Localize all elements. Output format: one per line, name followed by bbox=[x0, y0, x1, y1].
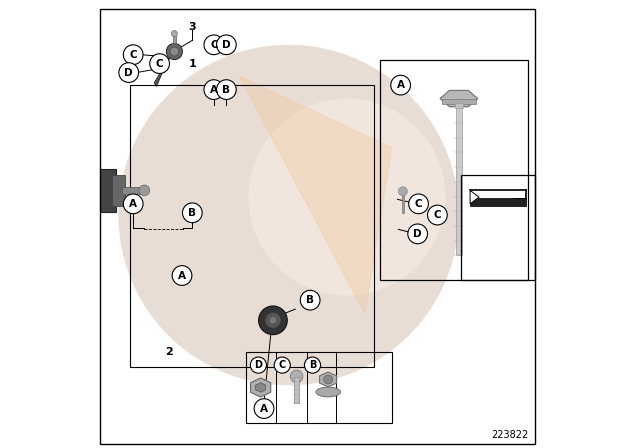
Text: D: D bbox=[222, 40, 230, 50]
Circle shape bbox=[182, 203, 202, 223]
Text: C: C bbox=[278, 360, 286, 370]
Circle shape bbox=[324, 375, 333, 384]
Circle shape bbox=[119, 63, 138, 82]
Bar bbox=[112, 175, 125, 206]
Text: A: A bbox=[260, 404, 268, 414]
Bar bbox=[294, 377, 299, 403]
Circle shape bbox=[248, 99, 445, 296]
Text: B: B bbox=[188, 208, 196, 218]
Text: C: C bbox=[156, 59, 163, 69]
Text: D: D bbox=[254, 360, 262, 370]
Circle shape bbox=[409, 194, 428, 214]
Bar bbox=[401, 193, 404, 213]
Circle shape bbox=[398, 187, 408, 196]
Text: C: C bbox=[129, 50, 137, 60]
Polygon shape bbox=[470, 190, 479, 204]
Text: C: C bbox=[415, 199, 422, 209]
Polygon shape bbox=[239, 76, 392, 314]
Text: D: D bbox=[413, 229, 422, 239]
Ellipse shape bbox=[316, 387, 340, 397]
Polygon shape bbox=[250, 378, 271, 397]
Circle shape bbox=[166, 43, 182, 60]
Circle shape bbox=[250, 357, 266, 373]
Text: 1: 1 bbox=[188, 59, 196, 69]
Circle shape bbox=[305, 357, 321, 373]
Circle shape bbox=[139, 185, 150, 196]
Circle shape bbox=[204, 80, 224, 99]
Bar bbox=[246, 352, 392, 423]
Text: B: B bbox=[222, 85, 230, 95]
Bar bbox=[173, 34, 176, 43]
Polygon shape bbox=[154, 54, 177, 86]
Circle shape bbox=[172, 30, 177, 37]
Bar bbox=[455, 103, 463, 108]
Circle shape bbox=[391, 75, 410, 95]
Circle shape bbox=[291, 370, 303, 383]
Text: B: B bbox=[306, 295, 314, 305]
Text: A: A bbox=[210, 85, 218, 95]
Bar bbox=[442, 99, 476, 104]
Text: 2: 2 bbox=[165, 347, 173, 357]
Polygon shape bbox=[319, 372, 337, 387]
Text: 3: 3 bbox=[189, 22, 196, 32]
Bar bbox=[129, 85, 374, 367]
Circle shape bbox=[172, 266, 192, 285]
Polygon shape bbox=[440, 90, 477, 107]
Circle shape bbox=[269, 317, 276, 324]
Circle shape bbox=[408, 224, 428, 244]
Text: A: A bbox=[397, 80, 404, 90]
Circle shape bbox=[216, 80, 236, 99]
Circle shape bbox=[204, 35, 224, 55]
Circle shape bbox=[150, 54, 170, 73]
Circle shape bbox=[259, 306, 287, 335]
Circle shape bbox=[216, 35, 236, 55]
Bar bbox=[100, 169, 116, 212]
Circle shape bbox=[124, 194, 143, 214]
Circle shape bbox=[124, 45, 143, 65]
Bar bbox=[470, 198, 526, 206]
Circle shape bbox=[265, 312, 281, 328]
Circle shape bbox=[428, 205, 447, 225]
Text: 223822: 223822 bbox=[491, 430, 528, 439]
Bar bbox=[461, 175, 535, 280]
Circle shape bbox=[274, 357, 291, 373]
Circle shape bbox=[170, 47, 179, 56]
Circle shape bbox=[118, 45, 459, 385]
Polygon shape bbox=[255, 383, 266, 392]
Text: C: C bbox=[433, 210, 441, 220]
Bar bbox=[456, 108, 462, 255]
Text: D: D bbox=[124, 68, 133, 78]
Text: A: A bbox=[178, 271, 186, 280]
Text: A: A bbox=[129, 199, 137, 209]
Text: B: B bbox=[308, 360, 316, 370]
Bar bbox=[380, 60, 529, 280]
Circle shape bbox=[254, 399, 274, 418]
Circle shape bbox=[300, 290, 320, 310]
Bar bbox=[122, 187, 145, 194]
Text: C: C bbox=[210, 40, 218, 50]
